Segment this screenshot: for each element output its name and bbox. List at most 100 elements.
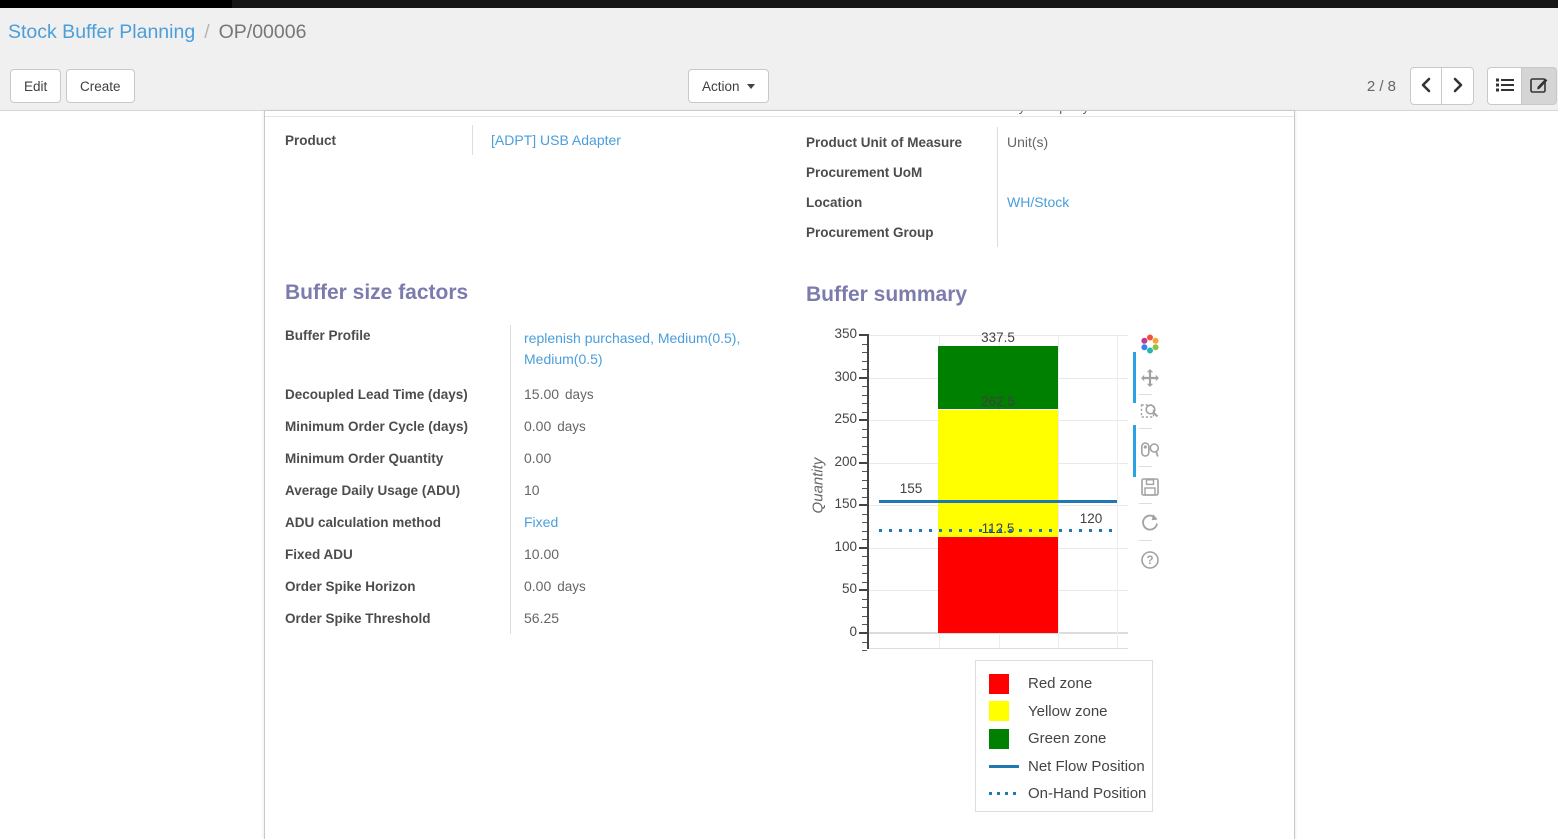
y-axis-tick <box>859 632 867 634</box>
field-row: Procurement Group <box>806 217 1286 247</box>
section-title-buffer-size-factors: Buffer size factors <box>285 281 469 304</box>
legend-item-red-zone[interactable]: Red zone <box>976 670 1152 698</box>
y-axis-minor-tick <box>862 454 867 456</box>
legend-label: Yellow zone <box>1028 702 1108 720</box>
product-field-value-link[interactable]: [ADPT] USB Adapter <box>491 132 621 148</box>
y-axis-tick-label: 350 <box>834 326 857 341</box>
y-axis-minor-tick <box>862 598 867 600</box>
y-axis-tick-label: 150 <box>834 496 857 512</box>
legend-label: Net Flow Position <box>1028 757 1145 775</box>
field-label: Decoupled Lead Time (days) <box>285 386 468 402</box>
field-value-link[interactable]: WH/Stock <box>1007 194 1070 210</box>
product-field-label: Product <box>285 132 337 148</box>
y-axis-minor-tick <box>862 488 867 490</box>
on-hand-dotted-swatch <box>989 792 1021 796</box>
field-label: Procurement Group <box>806 224 934 240</box>
zone-value-label: 112.5 <box>938 521 1058 536</box>
y-axis-tick <box>859 334 867 336</box>
y-axis-minor-tick <box>862 369 867 371</box>
field-value-link[interactable]: replenish purchased, Medium(0.5), Medium… <box>524 330 741 367</box>
line-value-label: 155 <box>899 481 923 497</box>
legend-item-green-zone[interactable]: Green zone <box>976 725 1152 753</box>
pager-count: 2 / 8 <box>1366 78 1396 95</box>
breadcrumb-current: OP/00006 <box>218 21 307 43</box>
y-axis-minor-tick <box>862 394 867 396</box>
field-row: Product Unit of Measure Unit(s) <box>806 127 1286 157</box>
y-axis-tick <box>859 376 867 379</box>
pager-next-button[interactable] <box>1442 67 1474 105</box>
y-axis-minor-tick <box>862 437 867 439</box>
reset-axes-icon[interactable] <box>1138 510 1162 534</box>
box-zoom-icon[interactable] <box>1138 399 1162 423</box>
form-edit-view-icon <box>1529 76 1549 96</box>
legend-label: Red zone <box>1028 675 1093 693</box>
y-axis-minor-tick <box>862 352 867 354</box>
legend-item-net-flow-position[interactable]: Net Flow Position <box>976 753 1152 781</box>
y-axis-tick-label: 0 <box>849 624 857 639</box>
y-axis-minor-tick <box>862 573 867 575</box>
field-value: 10 <box>524 481 540 498</box>
legend-item-yellow-zone[interactable]: Yellow zone <box>976 698 1152 726</box>
legend-label: On-Hand Position <box>1028 785 1147 803</box>
row-divider <box>265 116 1294 117</box>
view-switcher <box>1487 67 1557 105</box>
pan-icon[interactable] <box>1138 366 1162 390</box>
y-axis-minor-tick <box>862 650 867 652</box>
compare-data-on-hover-icon[interactable] <box>1138 438 1162 462</box>
legend-swatch <box>989 728 1021 749</box>
y-axis-minor-tick <box>862 403 867 405</box>
plotly-logo-icon[interactable] <box>1138 332 1162 356</box>
pager-previous-button[interactable] <box>1410 67 1442 105</box>
legend-item-on-hand-position[interactable]: On-Hand Position <box>976 780 1152 808</box>
chart-legend: Red zone Yellow zone Green zone Net Flow Po… <box>975 660 1153 812</box>
chevron-right-icon <box>1452 77 1464 96</box>
on-hand-position-line <box>879 529 1117 533</box>
field-value: 15.00 days <box>524 385 594 402</box>
y-axis-minor-tick <box>862 539 867 541</box>
field-row: Buffer Profile replenish purchased, Mediu… <box>285 325 777 378</box>
gridline <box>868 632 1128 634</box>
field-label: Minimum Order Quantity <box>285 450 444 466</box>
y-axis-minor-tick <box>862 471 867 473</box>
y-axis-minor-tick <box>862 445 867 447</box>
y-axis-minor-tick <box>862 530 867 532</box>
net-flow-position-line <box>879 499 1117 503</box>
edit-button[interactable]: Edit <box>10 69 62 103</box>
yellow-zone-swatch <box>989 701 1009 722</box>
breadcrumb-parent-link[interactable]: Stock Buffer Planning <box>8 21 196 43</box>
list-view-icon <box>1495 77 1515 96</box>
action-dropdown-button[interactable]: Action <box>688 69 769 103</box>
y-axis-tick-label: 200 <box>834 453 857 469</box>
save-plot-icon[interactable] <box>1138 475 1162 499</box>
modebar-separator <box>1139 394 1152 395</box>
modebar-separator <box>1139 466 1152 467</box>
field-value-link[interactable]: Fixed <box>524 513 559 530</box>
field-row: Average Daily Usage (ADU) 10 <box>285 474 777 506</box>
field-row: ADU calculation method Fixed <box>285 506 777 538</box>
form-view-button[interactable] <box>1522 67 1557 105</box>
modebar-active-indicator <box>1133 425 1136 477</box>
field-label: ADU calculation method <box>285 514 442 530</box>
y-axis-tick-label: 50 <box>841 581 857 597</box>
chevron-left-icon <box>1420 77 1432 96</box>
list-view-button[interactable] <box>1487 67 1522 105</box>
create-button[interactable]: Create <box>66 69 135 103</box>
y-axis-minor-tick <box>862 428 867 430</box>
field-value: Unit(s) <box>1007 134 1049 150</box>
field-row: Order Spike Threshold 56.25 <box>285 602 777 634</box>
y-axis-tick-label: 250 <box>834 411 857 427</box>
svg-text:?: ? <box>1146 555 1153 567</box>
y-axis-minor-tick <box>862 522 867 524</box>
form-sheet: My Company Product [ADPT] USB Adapter Pr… <box>264 111 1295 839</box>
field-value: 56.25 <box>524 609 560 626</box>
y-axis-line <box>867 334 869 649</box>
chart-y-axis-label: Quantity <box>809 457 827 514</box>
field-label: Procurement UoM <box>806 164 923 180</box>
y-axis-minor-tick <box>862 615 867 617</box>
field-suffix: days <box>565 386 594 402</box>
field-row: Order Spike Horizon 0.00 days <box>285 570 777 602</box>
field-label: Minimum Order Cycle (days) <box>285 418 469 434</box>
legend-swatch <box>989 764 1021 768</box>
help-icon[interactable]: ? <box>1138 548 1162 572</box>
field-row: Location WH/Stock <box>806 187 1286 217</box>
